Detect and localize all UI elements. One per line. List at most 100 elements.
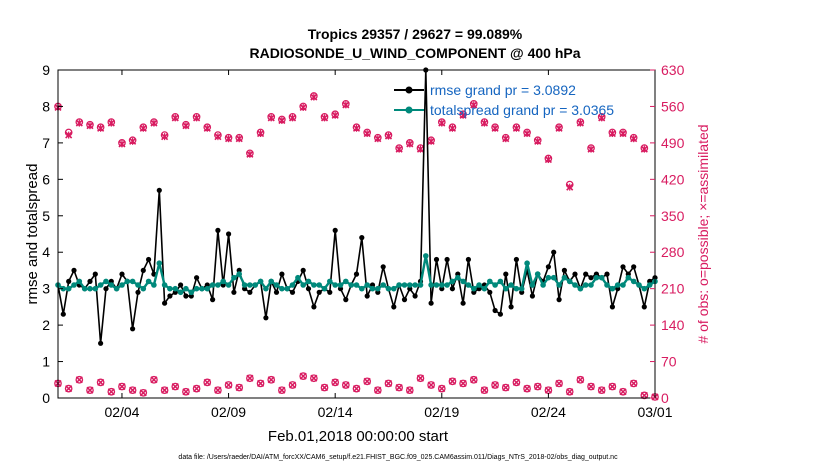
rmse-point (215, 227, 221, 233)
totalspread-point (188, 289, 195, 296)
obs-assimilated-marker (278, 116, 286, 125)
totalspread-point (71, 282, 77, 288)
obs-low-marker (246, 374, 254, 383)
totalspread-point (204, 285, 211, 292)
rmse-point (609, 304, 616, 310)
totalspread-point (396, 282, 402, 288)
obs-assimilated-marker (438, 119, 446, 127)
rmse-point (492, 307, 498, 314)
totalspread-point (503, 285, 509, 292)
totalspread-point (369, 285, 376, 292)
rmse-point (529, 293, 536, 299)
totalspread-point (129, 278, 136, 285)
legend: rmse grand pr = 3.0892 totalspread grand… (394, 82, 614, 118)
obs-low-marker (512, 378, 521, 387)
rmse-point (412, 293, 418, 299)
obs-assimilated-marker (416, 145, 425, 153)
totalspread-point (220, 278, 226, 285)
totalspread-point (481, 285, 488, 292)
rmse-point (433, 256, 440, 263)
obs-assimilated-marker (203, 124, 211, 132)
rmse-point (620, 264, 626, 270)
obs-low-marker (320, 383, 329, 392)
obs-low-marker (405, 386, 414, 395)
totalspread-point (263, 285, 269, 292)
totalspread-point (412, 282, 418, 288)
totalspread-point (614, 282, 621, 288)
rmse-point (140, 267, 146, 273)
obs-low-marker (395, 383, 403, 392)
totalspread-point (433, 282, 440, 288)
obs-low-marker (203, 378, 212, 387)
totalspread-point (513, 285, 520, 292)
obs-assimilated-marker (384, 132, 393, 140)
rmse-point (508, 304, 514, 310)
totalspread-point (65, 285, 72, 292)
obs-assimilated-marker (640, 145, 648, 153)
obs-low-marker (640, 391, 649, 400)
totalspread-point (140, 285, 147, 292)
obs-low-marker (75, 375, 84, 384)
obs-assimilated-marker (86, 122, 94, 130)
legend-label-rmse: rmse grand pr = 3.0892 (430, 82, 576, 98)
rmse-point (460, 300, 466, 306)
rmse-point (332, 227, 338, 233)
obs-low-marker (491, 381, 499, 389)
totalspread-point (465, 282, 472, 288)
totalspread-point (407, 282, 413, 288)
obs-low-marker (171, 382, 180, 391)
totalspread-point (183, 285, 189, 292)
totalspread-point (252, 282, 258, 288)
y-right-tick-label: 140 (661, 317, 685, 333)
rmse-point (497, 311, 503, 317)
totalspread-point (561, 274, 568, 281)
totalspread-point (566, 278, 573, 285)
obs-low-marker (597, 386, 606, 395)
y-left-tick-label: 9 (42, 62, 50, 78)
totalspread-point (337, 282, 344, 288)
obs-low-marker (480, 386, 489, 395)
totalspread-point (492, 282, 498, 288)
rmse-point (583, 271, 589, 277)
y-right-tick-label: 350 (661, 208, 685, 224)
y-left-tick-label: 3 (42, 281, 50, 297)
rmse-point (92, 271, 98, 277)
y-axis-left: 0 1 2 3 4 5 6 7 8 9 (42, 62, 63, 406)
obs-assimilated-marker (630, 135, 638, 143)
obs-assimilated-marker (246, 150, 254, 158)
y-left-tick-label: 1 (42, 354, 50, 370)
rmse-point (60, 311, 66, 317)
rmse-point (167, 293, 173, 299)
rmse-point (87, 278, 93, 284)
totalspread-point (199, 285, 205, 292)
obs-assimilated-marker (427, 137, 435, 145)
totalspread-point (545, 274, 552, 281)
totalspread-point (524, 260, 530, 267)
totalspread-point (108, 282, 115, 288)
y-right-tick-label: 210 (661, 281, 685, 297)
obs-assimilated-marker (406, 140, 414, 148)
obs-assimilated-marker (320, 114, 329, 122)
data-file-footer: data file: /Users/raeder/DAI/ATM_forcXX/… (178, 454, 618, 461)
plot-frame (57, 69, 656, 399)
totalspread-point (449, 278, 456, 285)
obs-assimilated-marker (193, 114, 201, 122)
totalspread-point (161, 282, 168, 288)
rmse-point (428, 300, 434, 306)
totalspread-point (428, 282, 434, 288)
obs-low-marker (576, 375, 585, 384)
totalspread-point (97, 282, 104, 288)
obs-assimilated-marker (235, 135, 243, 143)
obs-assimilated-marker (523, 129, 531, 138)
rmse-point (327, 289, 333, 295)
totalspread-point (375, 285, 381, 292)
totalspread-point (593, 274, 600, 281)
totalspread-point (417, 282, 424, 288)
rmse-point (513, 256, 520, 263)
rmse-point (444, 256, 450, 263)
totalspread-point (156, 260, 163, 267)
obs-low-marker (608, 382, 617, 391)
totalspread-point (385, 285, 392, 292)
totalspread-point (439, 282, 445, 288)
totalspread-point (604, 282, 610, 288)
